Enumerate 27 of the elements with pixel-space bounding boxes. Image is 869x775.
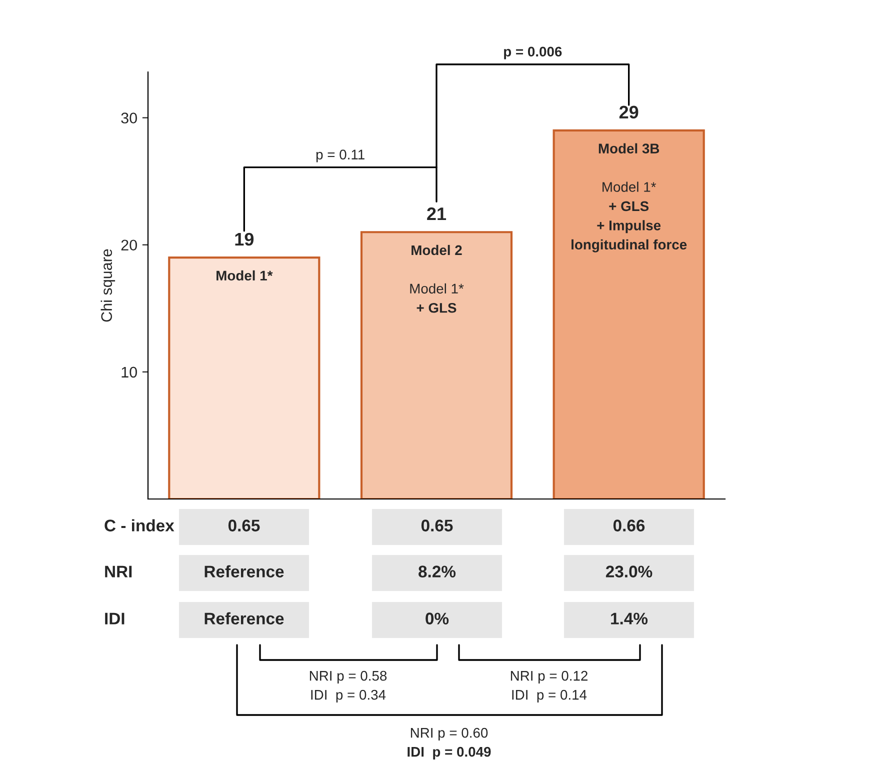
text: 0.66 xyxy=(613,520,645,532)
text: Model 3B Model 1* + GLS + Impulse longitudinal force xyxy=(572,143,687,252)
text: NRI p = 0.12 IDI p = 0.14 xyxy=(510,670,588,702)
data-label: 19 xyxy=(235,232,254,246)
text: 0.65 xyxy=(421,520,453,532)
text: 0% xyxy=(426,612,449,624)
data-label: 29 xyxy=(619,106,638,119)
annotation: Model 1* xyxy=(216,270,273,281)
text: p = 0.006 xyxy=(504,46,562,60)
text: C - index xyxy=(104,519,174,532)
annotation: p = 0.11 xyxy=(316,150,364,162)
text: Model 2 Model 1* + GLS xyxy=(410,244,464,313)
text: Reference xyxy=(204,565,284,578)
data-label: 21 xyxy=(427,207,446,220)
text: 8.2% xyxy=(418,566,456,578)
text: NRI p = 0.60 IDI p = 0.049 xyxy=(408,728,491,760)
text: NRI xyxy=(105,566,132,578)
y-axis-title: Chi square xyxy=(100,249,116,322)
y-tick-label: 20 xyxy=(121,240,137,251)
text: 23.0% xyxy=(606,566,652,578)
text: IDI xyxy=(105,612,124,624)
text: 1.4% xyxy=(611,612,648,624)
text: 0.65 xyxy=(228,520,260,532)
y-tick-label: 10 xyxy=(122,366,137,378)
text: Reference xyxy=(204,612,284,624)
y-tick-label: 30 xyxy=(121,112,137,124)
text: NRI p = 0.58 IDI p = 0.34 xyxy=(310,670,387,702)
